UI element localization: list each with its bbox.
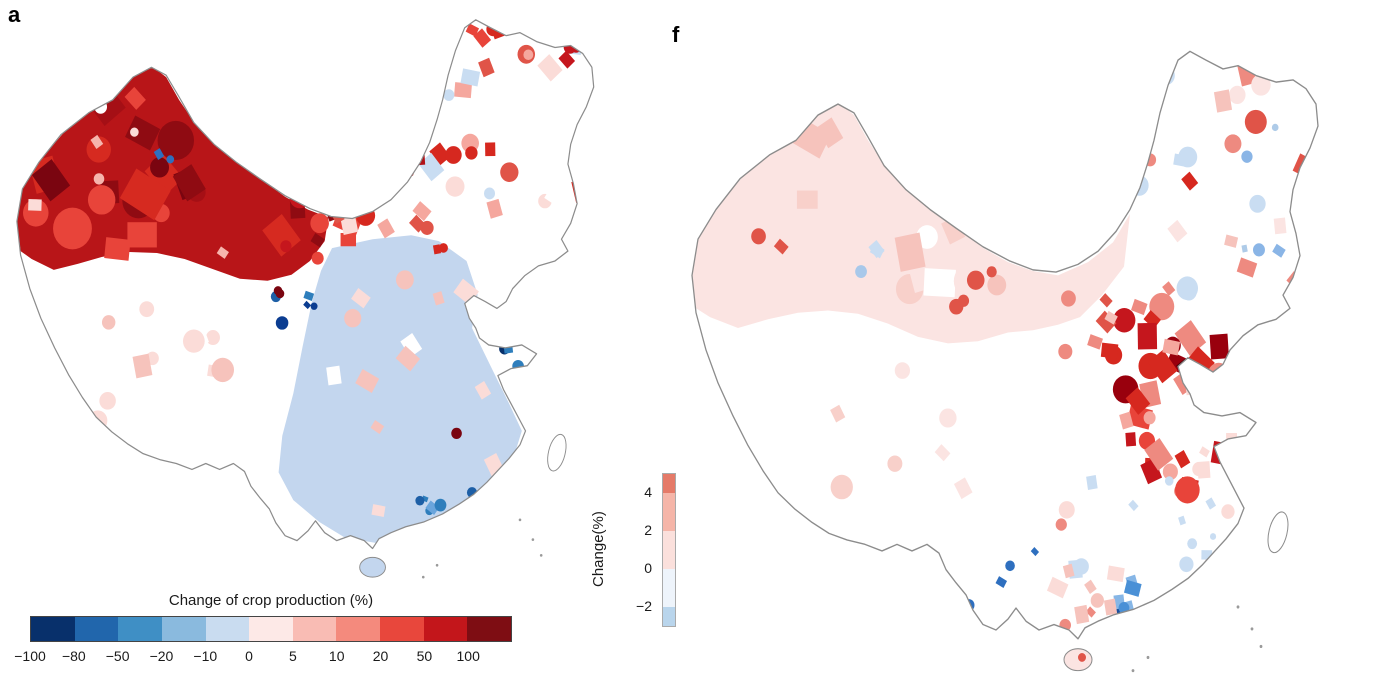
- colorbar-f-axis-label: Change(%): [590, 511, 607, 587]
- colorbar-f-segment: [663, 607, 675, 626]
- legend-colorbar: [30, 616, 512, 642]
- panel-f-label: f: [672, 22, 680, 47]
- china-border-outline: [691, 50, 1319, 640]
- legend-tick: 100: [456, 648, 480, 664]
- taiwan-island: [547, 433, 567, 472]
- colorbar-f-segment: [663, 493, 675, 531]
- legend-swatch: [336, 617, 381, 641]
- legend-swatch: [423, 617, 468, 641]
- china-border-outline: [16, 19, 595, 550]
- legend-swatch: [205, 617, 250, 641]
- legend-swatch: [74, 617, 119, 641]
- colorbar-f-segment: [663, 569, 675, 607]
- legend-swatch: [161, 617, 206, 641]
- colorbar-f-tick: 0: [644, 560, 652, 576]
- offshore-island-dot: [421, 575, 425, 579]
- legend-tick: 50: [416, 648, 433, 664]
- panel-a-label: a: [8, 2, 21, 27]
- offshore-island-dot: [1131, 669, 1135, 673]
- offshore-island-dot: [1236, 605, 1240, 609]
- map-f-china-change-choropleth: [691, 50, 1319, 673]
- offshore-island-dot: [435, 563, 439, 567]
- offshore-island-dot: [1259, 644, 1263, 649]
- legend-swatch: [467, 617, 512, 641]
- legend-tick: 0: [245, 648, 253, 664]
- legend-tick-labels: −100 −80 −50 −20 −10 0 5 10 20 50 100: [14, 648, 512, 666]
- colorbar-f-segment: [663, 531, 675, 569]
- legend-tick: −10: [193, 648, 218, 664]
- legend-swatch: [118, 617, 162, 641]
- choropleth-fill-layer: [692, 51, 1318, 639]
- offshore-island-dot: [531, 538, 535, 541]
- legend-tick: 5: [289, 648, 297, 664]
- legend-tick: −80: [61, 648, 86, 664]
- legend-tick: −20: [149, 648, 174, 664]
- legend-swatch: [380, 617, 424, 641]
- legend-title: Change of crop production (%): [168, 592, 374, 609]
- hainan-island: [359, 556, 386, 578]
- legend-tick: −100: [14, 648, 46, 664]
- colorbar-f-tick: 2: [644, 522, 652, 538]
- colorbar-f-tick: −2: [636, 598, 652, 614]
- legend-tick: −50: [105, 648, 130, 664]
- offshore-island-dot: [1250, 627, 1254, 631]
- colorbar-f-segment: [663, 474, 675, 493]
- offshore-island-dot: [518, 518, 522, 522]
- colorbar-f-tick-labels: 4 2 0 −2: [610, 473, 656, 625]
- colorbar-f-bar: [662, 473, 676, 627]
- taiwan-island: [1267, 511, 1289, 554]
- offshore-island-dot: [539, 554, 543, 557]
- choropleth-fill-layer: [16, 19, 594, 549]
- legend-swatch: [292, 617, 337, 641]
- offshore-island-dot: [1146, 655, 1150, 659]
- legend-tick: 10: [328, 648, 345, 664]
- legend-swatch: [31, 617, 75, 641]
- hainan-island: [1063, 648, 1093, 672]
- colorbar-f-tick: 4: [644, 484, 652, 500]
- map-a-china-crop-production-choropleth: [16, 19, 595, 579]
- legend-swatch: [249, 617, 293, 641]
- legend-tick: 20: [372, 648, 389, 664]
